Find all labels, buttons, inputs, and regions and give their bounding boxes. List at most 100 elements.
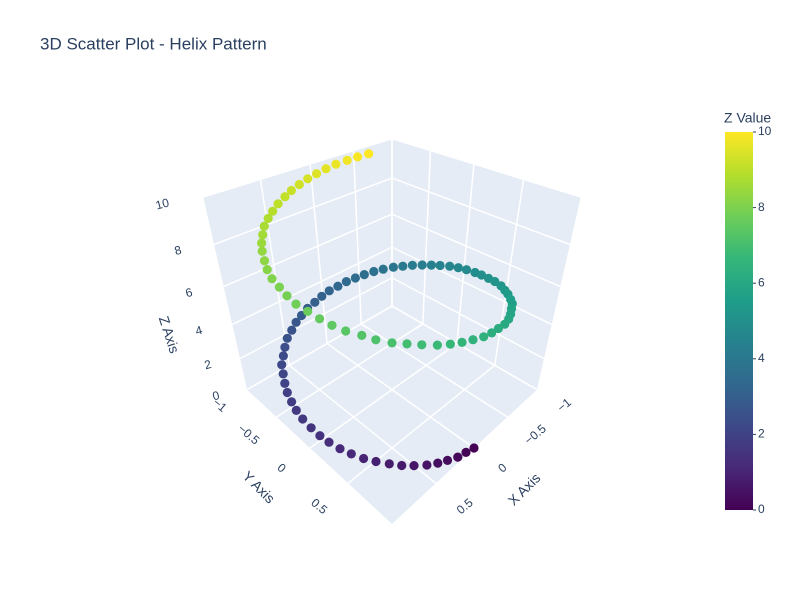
grid-line bbox=[326, 342, 475, 449]
z-axis-title: Z Axis bbox=[156, 314, 183, 355]
grid-line bbox=[246, 305, 393, 391]
point bbox=[342, 155, 352, 165]
point bbox=[407, 260, 417, 270]
point bbox=[346, 449, 356, 459]
x-axis-title: X Axis bbox=[505, 470, 544, 509]
point bbox=[287, 325, 297, 335]
point bbox=[476, 270, 487, 280]
point bbox=[335, 444, 345, 454]
point bbox=[469, 443, 479, 453]
point bbox=[282, 387, 292, 398]
point bbox=[291, 299, 301, 309]
colorbar-tick-label: 0 bbox=[758, 502, 765, 516]
z-tick-label: 6 bbox=[184, 285, 194, 300]
point bbox=[273, 199, 283, 209]
point bbox=[457, 337, 467, 347]
point bbox=[274, 282, 284, 292]
grid-line bbox=[391, 246, 553, 326]
y-axis-title: Y Axis bbox=[240, 468, 279, 507]
point bbox=[306, 423, 316, 433]
point bbox=[278, 351, 288, 361]
point bbox=[327, 320, 337, 330]
point bbox=[479, 332, 489, 342]
point bbox=[312, 169, 322, 179]
floor bbox=[247, 306, 537, 524]
point bbox=[417, 260, 427, 270]
point bbox=[422, 460, 432, 470]
point bbox=[287, 397, 297, 407]
point bbox=[294, 179, 304, 190]
grid-line bbox=[223, 213, 393, 288]
point bbox=[315, 314, 325, 324]
point bbox=[359, 270, 369, 280]
point bbox=[357, 330, 367, 340]
point bbox=[259, 256, 270, 266]
x-tick-label: 0.5 bbox=[454, 495, 476, 517]
chart-title: 3D Scatter Plot - Helix Pattern bbox=[40, 34, 267, 53]
point bbox=[417, 340, 427, 350]
colorbar-tick-label: 8 bbox=[758, 200, 765, 214]
z-tick-label: 4 bbox=[194, 323, 204, 338]
x-tick-label: 0 bbox=[495, 460, 509, 475]
point bbox=[303, 174, 313, 184]
point bbox=[298, 414, 308, 424]
point bbox=[291, 317, 301, 327]
point bbox=[359, 453, 369, 464]
z-tick-label: 10 bbox=[154, 195, 171, 212]
grid-line bbox=[360, 323, 508, 418]
point bbox=[278, 369, 288, 379]
colorbar bbox=[725, 132, 753, 510]
grid-line bbox=[276, 323, 424, 418]
point bbox=[433, 458, 443, 468]
point bbox=[461, 447, 471, 457]
y-tick-label: 0 bbox=[275, 460, 289, 475]
point bbox=[263, 213, 273, 223]
point bbox=[371, 456, 381, 467]
point bbox=[310, 297, 320, 307]
z-tick-label: 8 bbox=[173, 243, 183, 258]
point bbox=[282, 291, 292, 301]
point bbox=[258, 230, 268, 240]
grid-line bbox=[203, 137, 393, 198]
point bbox=[493, 323, 503, 334]
point bbox=[432, 340, 442, 350]
grid-line bbox=[391, 305, 538, 391]
point bbox=[286, 185, 296, 196]
point bbox=[487, 328, 497, 338]
grid-line bbox=[309, 342, 458, 449]
point bbox=[282, 333, 292, 343]
point bbox=[426, 260, 436, 270]
point bbox=[364, 149, 374, 159]
point bbox=[317, 291, 327, 301]
point bbox=[277, 360, 287, 370]
point bbox=[333, 281, 343, 291]
point bbox=[267, 274, 277, 284]
point bbox=[259, 221, 269, 231]
point bbox=[257, 238, 267, 248]
point bbox=[384, 459, 394, 469]
grid-line bbox=[391, 277, 545, 360]
grid-line bbox=[391, 177, 571, 246]
point bbox=[409, 461, 419, 471]
colorbar-tick-label: 6 bbox=[758, 275, 765, 289]
point bbox=[331, 159, 341, 169]
point bbox=[341, 277, 351, 287]
point bbox=[378, 264, 388, 274]
back-wall bbox=[392, 138, 581, 390]
point bbox=[324, 286, 334, 296]
colorbar-tick-label: 4 bbox=[758, 351, 765, 365]
point bbox=[341, 326, 351, 336]
point bbox=[468, 335, 478, 345]
grid-line bbox=[231, 246, 393, 326]
point bbox=[280, 342, 290, 352]
scene bbox=[203, 137, 581, 524]
z-tick-label: 2 bbox=[203, 357, 213, 372]
point bbox=[280, 192, 290, 202]
x-tick-label: −1 bbox=[554, 395, 574, 415]
grid-line bbox=[391, 137, 581, 198]
point bbox=[262, 265, 272, 275]
point bbox=[402, 339, 412, 349]
point bbox=[461, 265, 472, 275]
point bbox=[268, 206, 278, 216]
